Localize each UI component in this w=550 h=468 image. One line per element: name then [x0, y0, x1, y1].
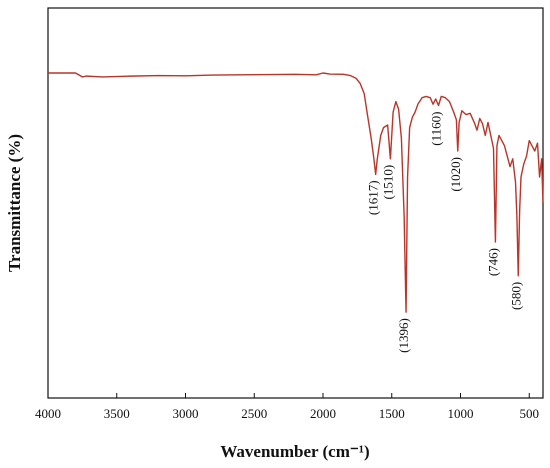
- x-axis-title: Wavenumber (cm⁻¹): [220, 442, 369, 461]
- peak-labels: (1617) (1510) (1396) (1160) (1020) (746) (580): [366, 112, 524, 353]
- x-tick-label: 4000: [35, 406, 61, 421]
- peak-label: (1396): [396, 318, 411, 353]
- spectrum-line: [48, 72, 544, 313]
- x-tick-label: 2000: [310, 406, 336, 421]
- x-tick-label: 1000: [448, 406, 474, 421]
- x-axis-ticks: [47, 393, 530, 398]
- plot-frame: [47, 7, 544, 399]
- x-axis-tick-labels: 4000 3500 3000 2500 2000 1500 1000 500: [35, 406, 539, 421]
- x-tick-label: 3000: [173, 406, 199, 421]
- x-tick-label: 1500: [379, 406, 405, 421]
- peak-label: (1160): [428, 112, 443, 146]
- x-tick-label: 500: [520, 406, 540, 421]
- peak-label: (746): [485, 248, 500, 276]
- x-tick-label: 3500: [104, 406, 130, 421]
- x-tick-label: 2500: [241, 406, 267, 421]
- peak-label: (1617): [366, 180, 381, 215]
- peak-label: (580): [508, 282, 523, 310]
- peak-label: (1510): [380, 165, 395, 200]
- peak-label: (1020): [448, 157, 463, 192]
- y-axis-title: Transmittance (%): [5, 134, 24, 272]
